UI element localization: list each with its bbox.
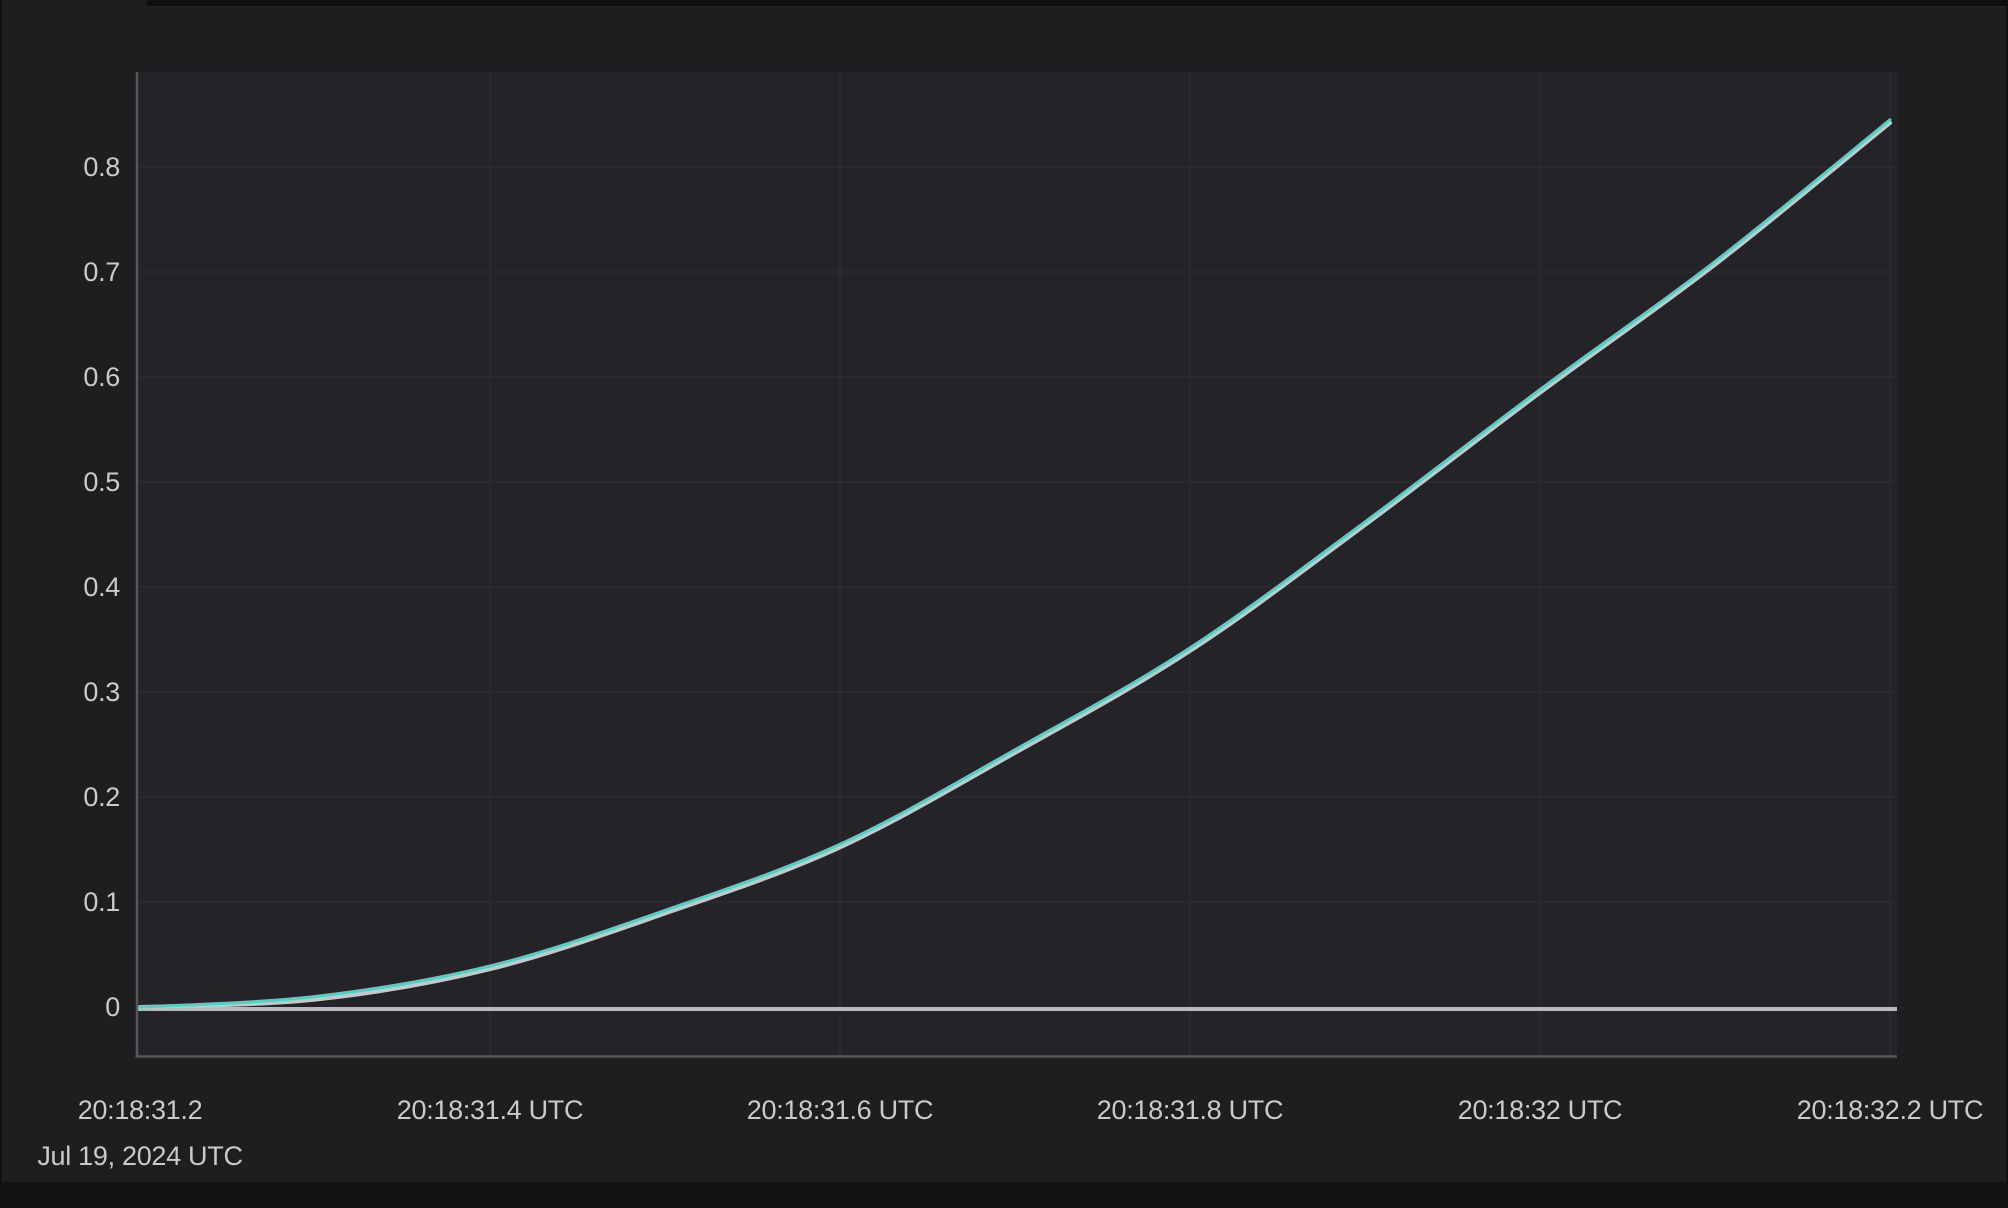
horizontal-gridlines xyxy=(138,166,1897,903)
y-tick-label: 0 xyxy=(105,992,120,1022)
y-tick-label: 0.2 xyxy=(83,782,120,812)
x-tick-label: 20:18:31.4 UTC xyxy=(396,1095,584,1125)
y-tick-label: 0.1 xyxy=(83,887,120,917)
window-bottom-edge xyxy=(0,1182,2008,1208)
x-axis-date-label: Jul 19, 2024 UTC xyxy=(37,1141,243,1171)
x-tick-label: 20:18:32.2 UTC xyxy=(1796,1095,1984,1125)
x-tick-label: 20:18:32 UTC xyxy=(1457,1095,1623,1125)
y-tick-label: 0.4 xyxy=(83,572,120,602)
background-white-line xyxy=(138,120,1892,1009)
x-tick-label: 20:18:31.8 UTC xyxy=(1096,1095,1284,1125)
window-top-edge xyxy=(147,0,2008,7)
y-tick-label: 0.7 xyxy=(83,257,120,287)
x-tick-label: 20:18:31.2 xyxy=(77,1095,203,1125)
y-tick-label: 0.6 xyxy=(83,362,120,392)
x-tick-label: 20:18:31.6 UTC xyxy=(746,1095,934,1125)
y-tick-label: 0.8 xyxy=(83,152,120,182)
vertical-gridlines xyxy=(489,72,1891,1056)
window-left-edge xyxy=(0,0,2,1208)
window-right-edge xyxy=(2006,0,2008,1208)
y-tick-label: 0.5 xyxy=(83,467,120,497)
highlight-teal-line xyxy=(138,118,1892,1009)
plot-area[interactable] xyxy=(138,72,1897,1056)
data-series xyxy=(138,118,1892,1009)
y-tick-label: 0.3 xyxy=(83,677,120,707)
